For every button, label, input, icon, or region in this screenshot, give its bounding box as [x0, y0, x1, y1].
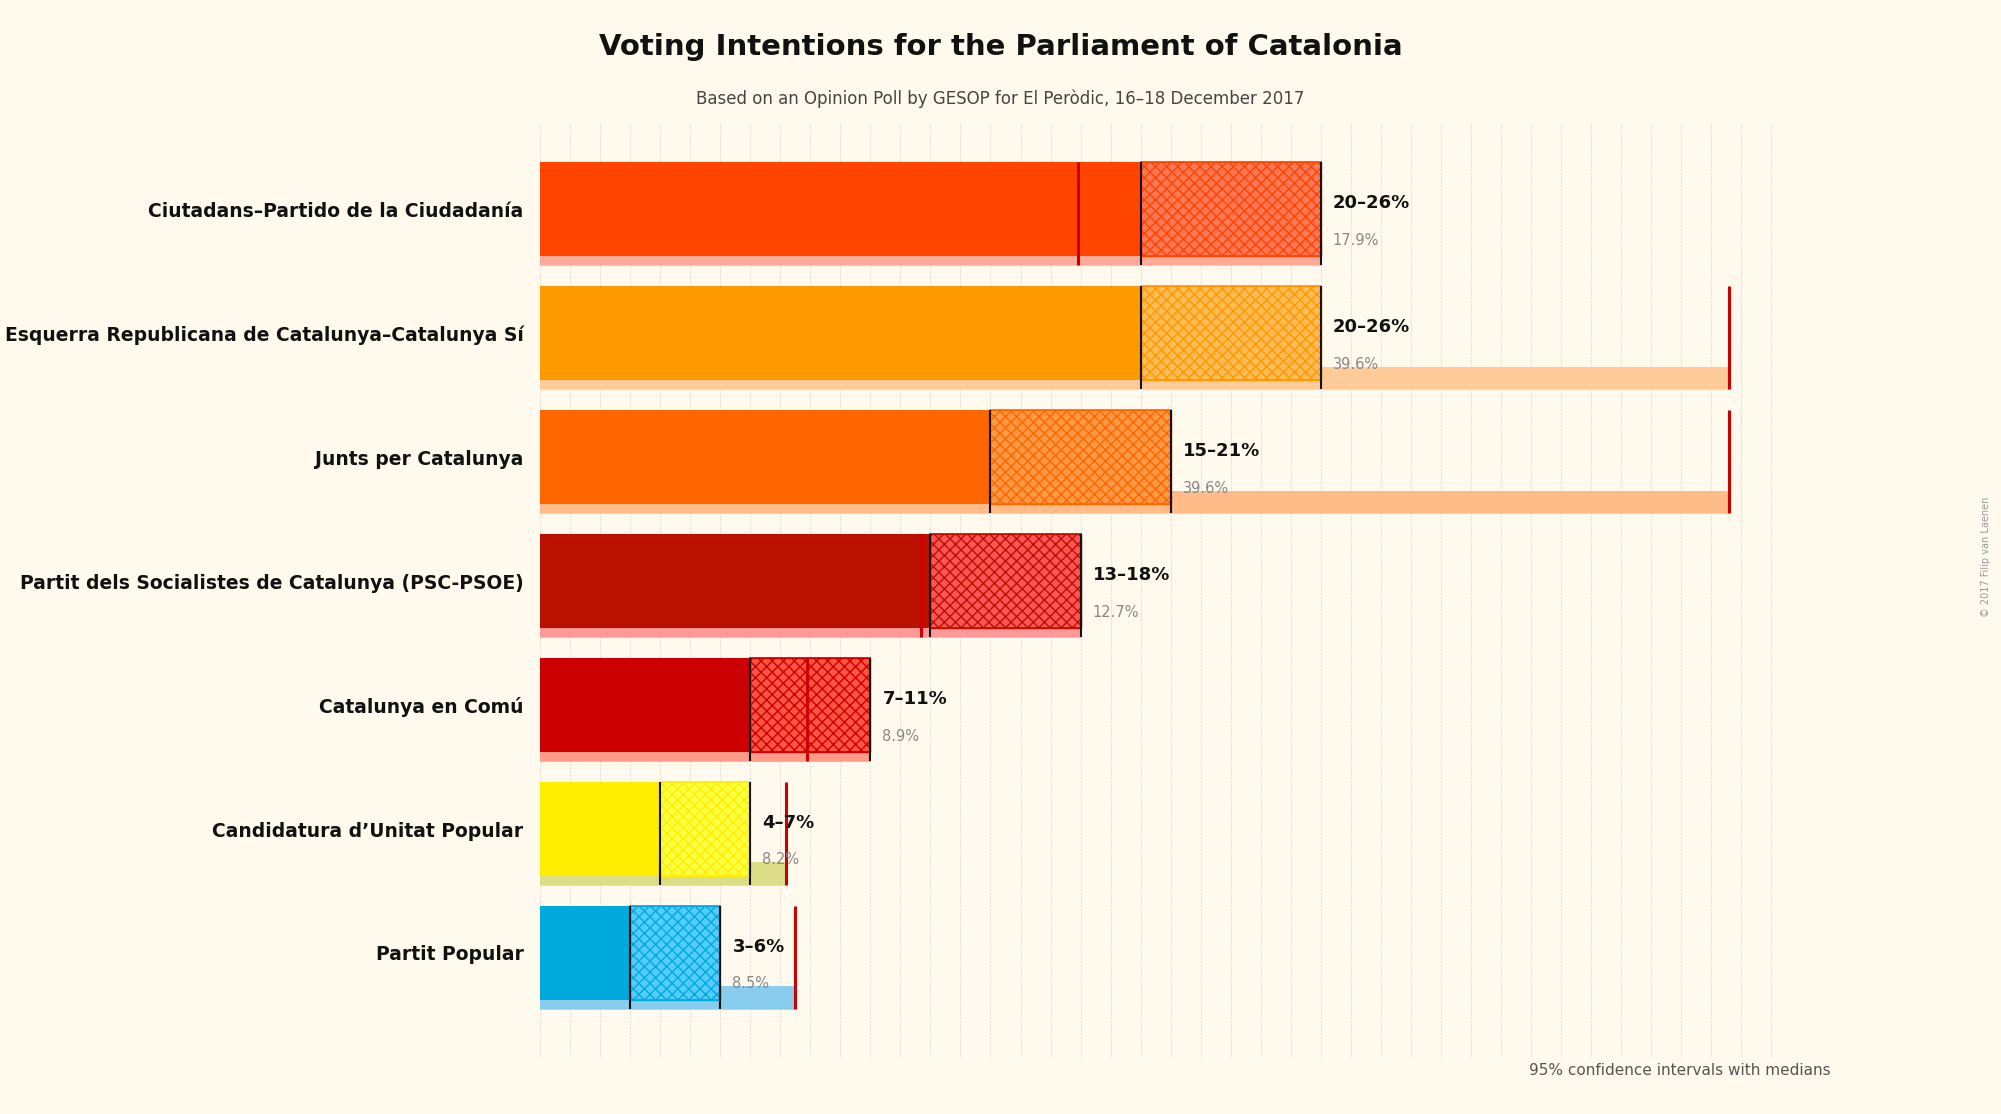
Text: 13–18%: 13–18%: [1093, 566, 1171, 584]
Bar: [750, 658, 870, 752]
Text: 15–21%: 15–21%: [1183, 442, 1261, 460]
Bar: [630, 906, 720, 1000]
Text: 4–7%: 4–7%: [762, 814, 814, 832]
Text: 95% confidence intervals with medians: 95% confidence intervals with medians: [1529, 1064, 1831, 1078]
Text: 7–11%: 7–11%: [882, 690, 946, 707]
Bar: [540, 410, 990, 505]
Bar: [990, 410, 1171, 505]
Bar: [540, 906, 630, 1000]
Bar: [750, 658, 870, 752]
Bar: [630, 906, 720, 1000]
Bar: [540, 862, 786, 885]
Bar: [540, 862, 786, 885]
Bar: [540, 243, 1321, 265]
Text: 8.5%: 8.5%: [732, 977, 768, 991]
Bar: [540, 739, 870, 761]
Text: 39.6%: 39.6%: [1183, 480, 1229, 496]
Bar: [540, 615, 1081, 637]
Bar: [540, 286, 1141, 380]
Text: 12.7%: 12.7%: [1093, 605, 1139, 619]
Bar: [540, 615, 1081, 637]
Text: © 2017 Filip van Laenen: © 2017 Filip van Laenen: [1981, 497, 1991, 617]
Bar: [1141, 286, 1321, 380]
Bar: [1141, 286, 1321, 380]
Bar: [540, 367, 1729, 389]
Bar: [540, 658, 750, 752]
Bar: [660, 782, 750, 876]
Bar: [540, 986, 796, 1008]
Text: 39.6%: 39.6%: [1333, 356, 1379, 372]
Bar: [540, 163, 1141, 256]
Bar: [540, 534, 930, 628]
Bar: [930, 534, 1081, 628]
Bar: [540, 782, 660, 876]
Text: 8.2%: 8.2%: [762, 852, 800, 868]
Text: 20–26%: 20–26%: [1333, 317, 1411, 336]
Bar: [540, 739, 870, 761]
Bar: [1141, 163, 1321, 256]
Bar: [540, 243, 1321, 265]
Bar: [660, 782, 750, 876]
Bar: [540, 367, 1729, 389]
Text: Voting Intentions for the Parliament of Catalonia: Voting Intentions for the Parliament of …: [598, 33, 1403, 61]
Text: 20–26%: 20–26%: [1333, 194, 1411, 212]
Text: 17.9%: 17.9%: [1333, 233, 1379, 247]
Bar: [540, 490, 1729, 512]
Bar: [540, 986, 796, 1008]
Text: 3–6%: 3–6%: [732, 938, 784, 956]
Bar: [540, 490, 1729, 512]
Text: 8.9%: 8.9%: [882, 729, 918, 743]
Text: Based on an Opinion Poll by GESOP for El Peròdic, 16–18 December 2017: Based on an Opinion Poll by GESOP for El…: [696, 89, 1305, 108]
Bar: [930, 534, 1081, 628]
Bar: [1141, 163, 1321, 256]
Bar: [990, 410, 1171, 505]
